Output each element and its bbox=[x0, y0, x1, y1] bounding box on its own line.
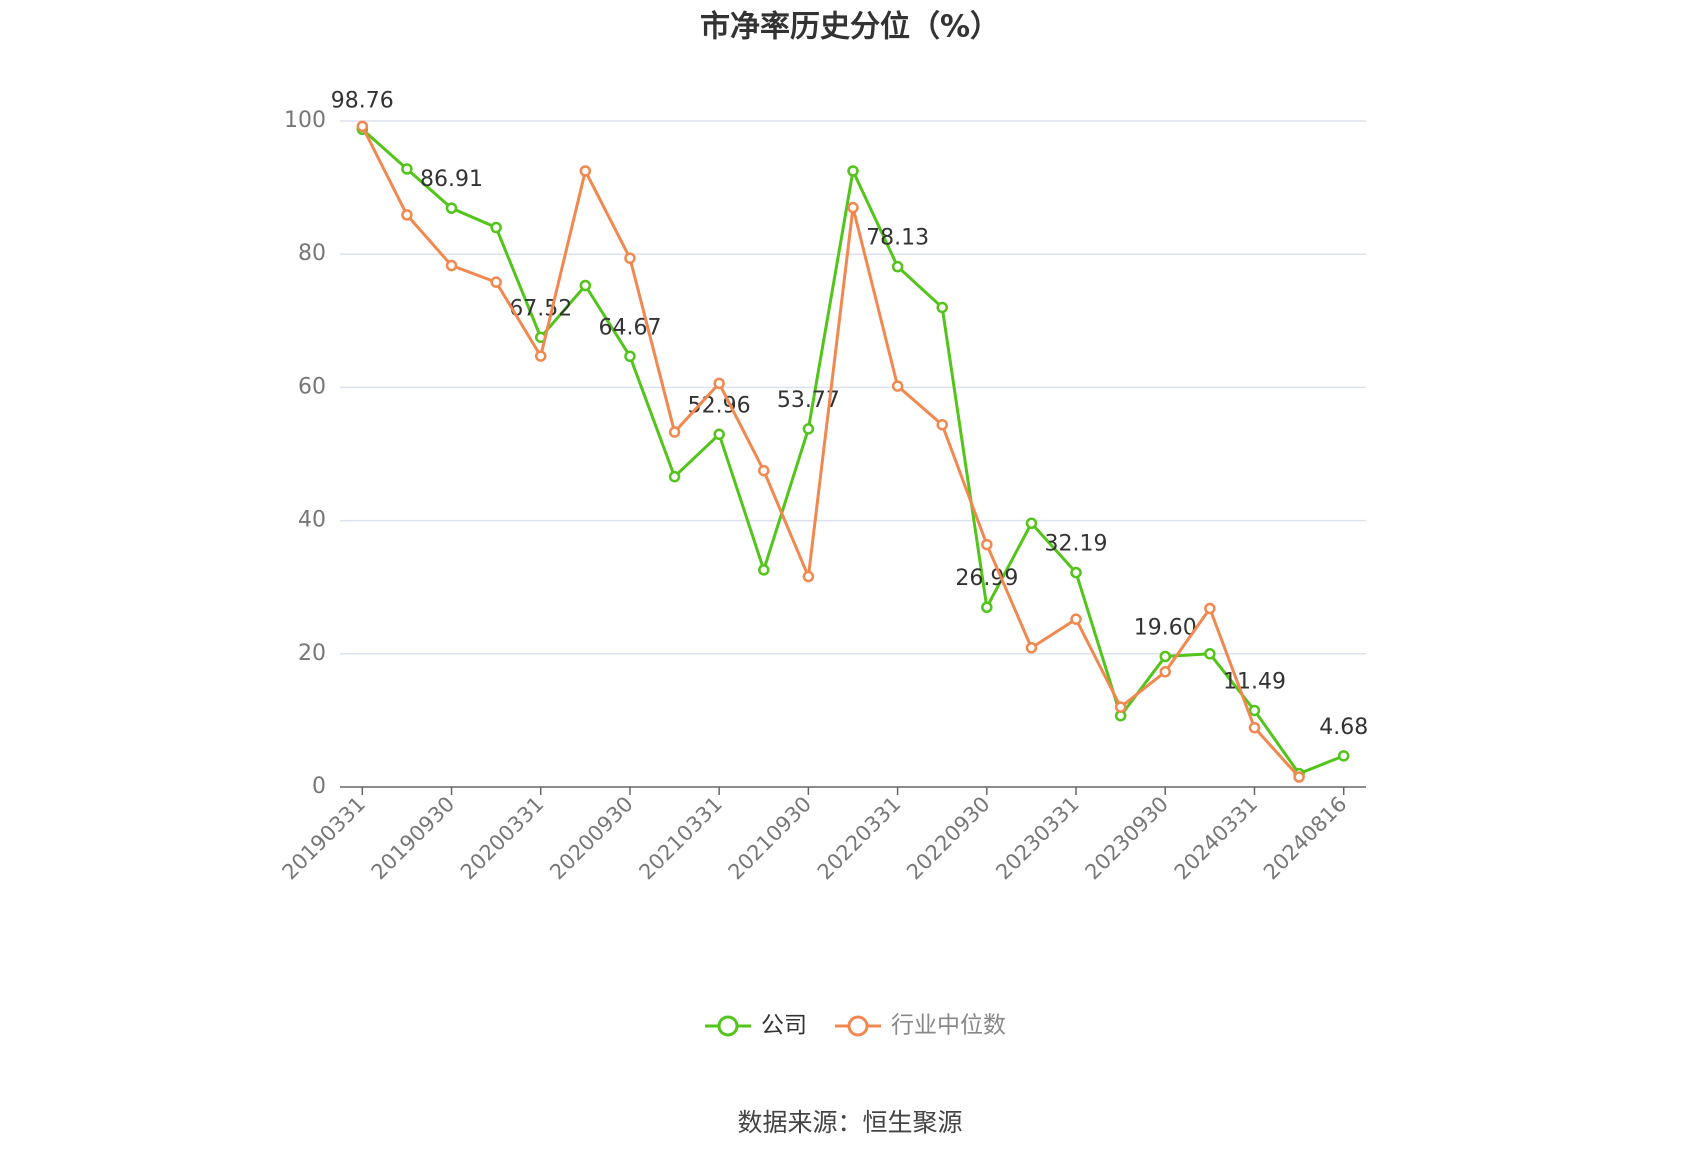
data-point bbox=[1025, 517, 1038, 530]
legend-label[interactable]: 公司 bbox=[761, 1013, 807, 1039]
data-point bbox=[847, 165, 859, 177]
x-tick-label: 20210930 bbox=[724, 792, 817, 885]
data-point bbox=[758, 564, 770, 576]
y-tick-label: 20 bbox=[298, 641, 326, 666]
data-point bbox=[891, 260, 904, 273]
data-point bbox=[713, 377, 725, 390]
data-point bbox=[1025, 642, 1038, 654]
data-point bbox=[1248, 721, 1261, 734]
data-point bbox=[1204, 648, 1216, 660]
x-tick-label: 20190331 bbox=[278, 792, 371, 885]
chart-title: 市净率历史分位（%） bbox=[700, 10, 1000, 45]
data-point bbox=[847, 201, 859, 214]
data-point bbox=[713, 428, 725, 441]
data-label: 86.91 bbox=[420, 167, 483, 192]
data-point bbox=[758, 464, 770, 477]
data-point bbox=[445, 259, 458, 272]
data-point bbox=[579, 279, 592, 292]
data-point bbox=[624, 252, 636, 264]
y-tick-label: 60 bbox=[298, 374, 326, 399]
series-line bbox=[360, 125, 1301, 779]
x-tick-label: 20240331 bbox=[1170, 792, 1263, 885]
x-tick-label: 20230930 bbox=[1080, 792, 1173, 885]
x-tick-label: 20220331 bbox=[813, 792, 906, 885]
data-point bbox=[490, 221, 502, 234]
data-point bbox=[802, 423, 815, 435]
x-tick-label: 20240816 bbox=[1259, 792, 1352, 885]
data-point bbox=[490, 276, 502, 288]
data-point bbox=[668, 426, 681, 438]
legend-marker[interactable] bbox=[717, 1015, 739, 1037]
data-point bbox=[1159, 650, 1172, 663]
data-point bbox=[891, 380, 904, 392]
legend-marker[interactable] bbox=[847, 1015, 869, 1037]
x-tick-label: 20210331 bbox=[634, 792, 727, 885]
data-point bbox=[579, 165, 592, 177]
x-tick-label: 20200331 bbox=[456, 792, 549, 885]
data-point bbox=[1070, 613, 1082, 625]
x-tick-label: 20220930 bbox=[902, 792, 995, 885]
source-note: 数据来源：恒生聚源 bbox=[737, 1108, 962, 1137]
data-point bbox=[401, 163, 413, 175]
data-point bbox=[1337, 750, 1350, 762]
series-line bbox=[361, 128, 1345, 776]
data-label: 19.60 bbox=[1134, 615, 1197, 640]
data-label: 32.19 bbox=[1045, 532, 1108, 557]
data-label: 11.49 bbox=[1223, 669, 1286, 694]
data-point bbox=[936, 418, 948, 431]
data-label: 98.76 bbox=[331, 88, 394, 113]
legend-label[interactable]: 行业中位数 bbox=[891, 1013, 1006, 1039]
data-point bbox=[1159, 666, 1172, 678]
data-label: 4.68 bbox=[1319, 715, 1368, 740]
data-label: 26.99 bbox=[955, 566, 1018, 591]
data-point bbox=[981, 601, 993, 613]
data-point bbox=[936, 301, 948, 314]
data-label: 78.13 bbox=[866, 226, 929, 251]
y-tick-label: 40 bbox=[298, 508, 326, 533]
data-point bbox=[534, 350, 547, 362]
data-point bbox=[1070, 566, 1082, 579]
data-point bbox=[1114, 701, 1127, 713]
data-point bbox=[802, 570, 815, 583]
data-point bbox=[401, 209, 413, 221]
y-tick-label: 80 bbox=[298, 241, 326, 266]
data-label: 64.67 bbox=[598, 315, 661, 340]
x-tick-label: 20190930 bbox=[367, 792, 460, 885]
data-point bbox=[1293, 771, 1305, 783]
y-tick-label: 100 bbox=[284, 108, 326, 133]
data-point bbox=[356, 120, 369, 133]
data-point bbox=[981, 538, 993, 551]
y-tick-label: 0 bbox=[312, 774, 326, 799]
x-tick-label: 20200930 bbox=[545, 792, 638, 885]
data-point bbox=[1204, 602, 1216, 615]
data-point bbox=[668, 470, 681, 483]
data-label: 67.52 bbox=[509, 296, 572, 321]
data-point bbox=[624, 350, 636, 363]
x-tick-label: 20230331 bbox=[991, 792, 1084, 885]
data-point bbox=[1248, 704, 1261, 717]
data-point bbox=[445, 202, 458, 214]
